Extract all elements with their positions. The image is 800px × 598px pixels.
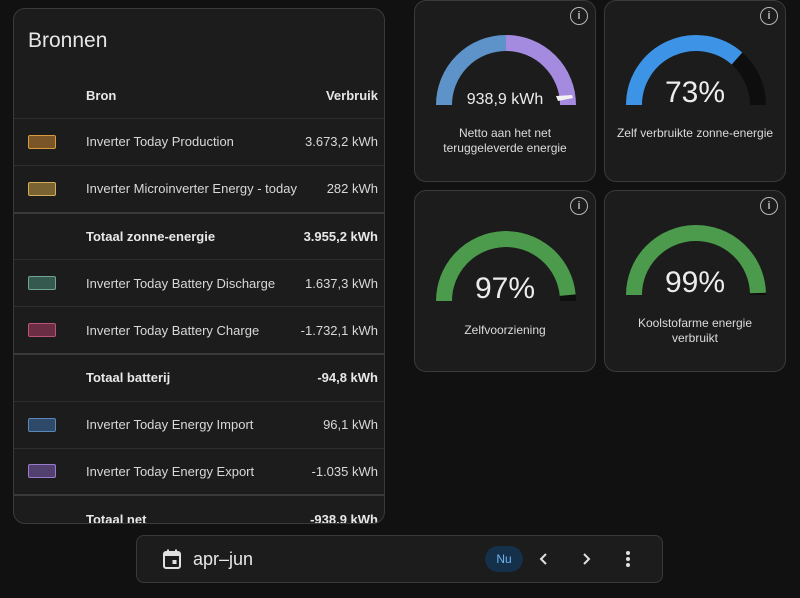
gauge-low-carbon: [626, 224, 766, 296]
total-row: Totaal net -938,9 kWh: [14, 494, 384, 523]
column-header-usage: Verbruik: [325, 87, 378, 103]
info-icon[interactable]: i: [570, 197, 588, 215]
gauge-value: 73%: [664, 76, 726, 109]
source-name: Inverter Today Energy Export: [86, 447, 300, 496]
gauge-net-returned: [436, 35, 576, 106]
source-name: Inverter Today Battery Discharge: [86, 259, 300, 307]
table-row[interactable]: Inverter Today Production 3.673,2 kWh: [14, 118, 384, 166]
total-label: Totaal zonne-energie: [86, 211, 300, 260]
gauge-value: 97%: [474, 272, 536, 305]
table-row[interactable]: Inverter Today Battery Discharge 1.637,3…: [14, 259, 384, 307]
gauge-fill: [626, 224, 766, 296]
gauge-label: Koolstofarme energie verbruikt: [637, 316, 753, 345]
gauge-self-consumed: [626, 35, 766, 106]
gauge-label: Zelfvoorziening: [464, 323, 546, 337]
gauge-self-sufficiency: [436, 231, 576, 302]
table-row[interactable]: Inverter Today Energy Import 96,1 kWh: [14, 400, 384, 449]
info-icon[interactable]: i: [760, 7, 778, 25]
gauge-card-low-carbon: i 99% Koolstofarme energie verbruikt: [604, 190, 786, 372]
color-swatch: [28, 276, 56, 291]
gauge-arc-import: [436, 35, 507, 106]
total-label: Totaal batterij: [86, 352, 300, 402]
source-name: Inverter Microinverter Energy - today: [86, 164, 300, 213]
gauge-card-net-returned: i 938,9 kWh Netto aan het net teruggelev…: [414, 0, 596, 182]
gauge-card-self-sufficiency: i 97% Zelfvoorziening: [414, 190, 596, 372]
source-value: -1.035 kWh: [299, 447, 384, 496]
gauge-needle: [556, 95, 573, 101]
source-value: -1.732,1 kWh: [299, 306, 384, 354]
more-vertical-icon[interactable]: [618, 549, 638, 569]
source-value: 282 kWh: [299, 164, 384, 213]
date-toolbar: apr–jun Nu: [136, 535, 663, 583]
gauge-fill: [626, 35, 743, 106]
source-value: 1.637,3 kWh: [299, 259, 384, 307]
table-row[interactable]: Inverter Today Energy Export -1.035 kWh: [14, 447, 384, 496]
sources-table: Bron Verbruik Inverter Today Production …: [14, 72, 384, 523]
table-header: Bron Verbruik: [14, 72, 384, 119]
color-swatch: [28, 323, 56, 338]
gauge-value: 99%: [664, 266, 726, 299]
gauge-fill: [436, 231, 576, 302]
gauge-card-self-consumed: i 73% Zelf verbruikte zonne-energie: [604, 0, 786, 182]
chevron-right-icon[interactable]: [576, 549, 596, 569]
gauge-label: Zelf verbruikte zonne-energie: [616, 126, 774, 140]
gauge-arc-export: [505, 35, 576, 106]
total-value: -94,8 kWh: [299, 352, 384, 402]
source-value: 3.673,2 kWh: [299, 118, 384, 166]
source-value: 96,1 kWh: [299, 400, 384, 449]
calendar-icon[interactable]: [163, 549, 181, 569]
sources-card: Bronnen Bron Verbruik Inverter Today Pro…: [13, 8, 385, 524]
color-swatch: [28, 134, 56, 149]
table-row[interactable]: Inverter Today Battery Charge -1.732,1 k…: [14, 306, 384, 354]
color-swatch: [28, 417, 56, 432]
source-name: Inverter Today Energy Import: [86, 400, 300, 449]
chevron-left-icon[interactable]: [534, 549, 554, 569]
source-name: Inverter Today Battery Charge: [86, 306, 300, 354]
card-title: Bronnen: [28, 29, 108, 52]
total-value: 3.955,2 kWh: [299, 211, 384, 260]
gauge-label: Netto aan het net teruggeleverde energie: [443, 126, 567, 155]
period-label[interactable]: apr–jun: [193, 549, 254, 569]
total-row: Totaal zonne-energie 3.955,2 kWh: [14, 211, 384, 260]
total-label: Totaal net: [86, 494, 300, 523]
column-header-source: Bron: [86, 87, 117, 103]
table-row[interactable]: Inverter Microinverter Energy - today 28…: [14, 164, 384, 213]
gauge-value: 938,9 kWh: [466, 91, 544, 108]
total-value: -938,9 kWh: [299, 494, 384, 523]
now-button[interactable]: Nu: [485, 546, 523, 572]
info-icon[interactable]: i: [760, 197, 778, 215]
info-icon[interactable]: i: [570, 7, 588, 25]
color-swatch: [28, 181, 56, 196]
color-swatch: [28, 464, 56, 479]
source-name: Inverter Today Production: [86, 118, 300, 166]
total-row: Totaal batterij -94,8 kWh: [14, 352, 384, 402]
